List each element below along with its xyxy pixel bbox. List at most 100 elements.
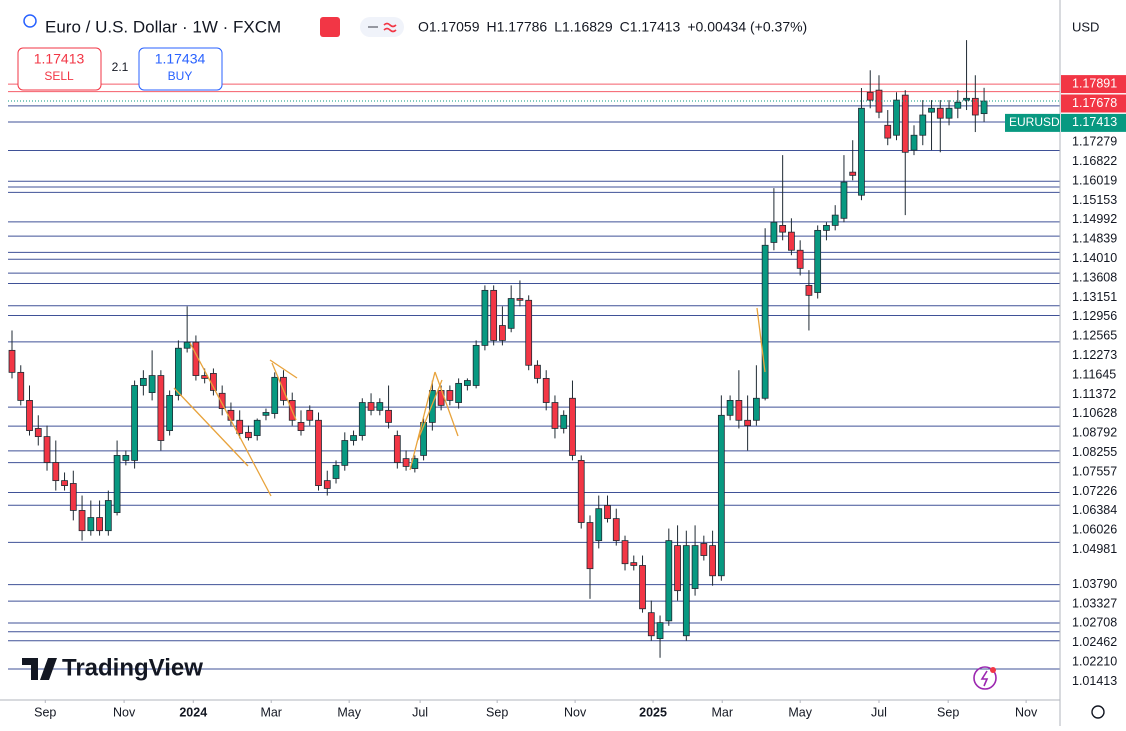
candle-body bbox=[901, 94, 909, 153]
candle-body bbox=[936, 107, 944, 119]
x-tick-label: Sep bbox=[34, 705, 56, 719]
y-tick-label: 1.01413 bbox=[1072, 674, 1117, 688]
legend-value: L1.16829 bbox=[554, 19, 613, 35]
x-tick-label: May bbox=[788, 705, 812, 719]
news-icon[interactable] bbox=[973, 666, 997, 690]
sell-label: SELL bbox=[44, 69, 74, 83]
candle-body bbox=[113, 455, 121, 513]
candle-body bbox=[507, 298, 515, 329]
candle-body bbox=[393, 435, 401, 463]
candle-body bbox=[735, 400, 743, 421]
y-tick-label: 1.17413 bbox=[1072, 115, 1117, 129]
candle-body bbox=[78, 510, 86, 532]
y-tick-label: 1.15153 bbox=[1072, 193, 1117, 207]
candle-body bbox=[464, 380, 471, 386]
y-tick-label: 1.17678 bbox=[1072, 96, 1117, 110]
news-icon-bolt bbox=[980, 670, 989, 687]
candle-body bbox=[709, 545, 716, 577]
y-tick-label: 1.04981 bbox=[1072, 542, 1117, 556]
candle-body bbox=[52, 462, 60, 482]
trend-line bbox=[189, 342, 272, 497]
candle-body bbox=[490, 289, 498, 341]
candle-body bbox=[534, 364, 541, 379]
y-tick-label: 1.16019 bbox=[1072, 173, 1117, 187]
candle-body bbox=[630, 562, 638, 566]
y-tick-label: 1.11372 bbox=[1072, 387, 1116, 401]
sell-button[interactable] bbox=[17, 47, 102, 91]
buy-label: BUY bbox=[168, 69, 193, 83]
y-tick-label: 1.02708 bbox=[1072, 616, 1117, 630]
ohlc-legend: O1.17059 H1.17786 L1.16829 C1.17413 +0.00434… bbox=[418, 19, 807, 35]
candle-body bbox=[682, 545, 690, 637]
trend-drawings bbox=[173, 307, 766, 497]
candle-body bbox=[595, 508, 603, 542]
candle-body bbox=[945, 107, 953, 119]
candle-body bbox=[612, 518, 620, 542]
compare-toggle[interactable] bbox=[360, 17, 404, 37]
candle-body bbox=[919, 114, 927, 136]
header-bg bbox=[8, 10, 868, 44]
y-tick-label: 1.13608 bbox=[1072, 270, 1117, 284]
candle-body bbox=[971, 97, 979, 116]
candle-body bbox=[402, 458, 410, 467]
candle-body bbox=[770, 221, 778, 243]
candle-body bbox=[69, 483, 77, 511]
candle-body bbox=[866, 91, 874, 101]
spread: 2.1 bbox=[112, 60, 129, 74]
y-tick-label: 1.17891 bbox=[1072, 76, 1117, 90]
x-tick-label: 2025 bbox=[639, 705, 667, 719]
candle-body bbox=[665, 540, 673, 622]
y-tick-label: 1.14010 bbox=[1072, 251, 1117, 265]
candle-body bbox=[525, 299, 533, 366]
alert-button[interactable] bbox=[320, 17, 340, 37]
candle-body bbox=[175, 347, 182, 396]
candle-body bbox=[385, 409, 392, 423]
settings-icon[interactable] bbox=[1091, 705, 1105, 719]
y-tick-label: 1.08792 bbox=[1072, 426, 1117, 440]
candle-body bbox=[849, 171, 857, 176]
candle-body bbox=[26, 400, 33, 431]
price-label-bg bbox=[1061, 94, 1126, 113]
y-tick-label: 1.03327 bbox=[1072, 596, 1117, 610]
y-tick-label: 1.14839 bbox=[1072, 232, 1117, 246]
candle-body bbox=[87, 517, 95, 532]
candle-body bbox=[910, 134, 918, 151]
price-label-bg bbox=[1061, 113, 1126, 132]
y-tick-label: 1.03790 bbox=[1072, 577, 1117, 591]
candle-body bbox=[131, 385, 138, 461]
trend-line bbox=[434, 371, 459, 437]
candle-body bbox=[323, 480, 331, 489]
buy-button[interactable] bbox=[138, 47, 223, 91]
y-tick-label: 1.13151 bbox=[1072, 290, 1117, 304]
candle-body bbox=[674, 545, 681, 592]
y-tick-label: 1.07226 bbox=[1072, 484, 1117, 498]
currency: USD bbox=[1072, 19, 1099, 34]
candle-body bbox=[726, 400, 734, 416]
candle-body bbox=[805, 284, 813, 296]
candle-body bbox=[420, 422, 427, 456]
plot-area bbox=[8, 40, 1060, 670]
buy-price: 1.17434 bbox=[155, 51, 206, 67]
candle-body bbox=[639, 565, 646, 610]
x-tick-label: Mar bbox=[711, 705, 733, 719]
candle-body bbox=[700, 543, 708, 556]
candle-body bbox=[157, 375, 165, 441]
candle-body bbox=[315, 419, 322, 486]
candle-body bbox=[262, 412, 270, 416]
legend-value: C1.17413 bbox=[620, 19, 681, 35]
x-tick-label: Sep bbox=[937, 705, 959, 719]
brand-name: TradingView bbox=[62, 654, 203, 681]
candle-body bbox=[8, 349, 16, 373]
y-tick-label: 1.14992 bbox=[1072, 212, 1117, 226]
y-tick-label: 1.02462 bbox=[1072, 635, 1117, 649]
x-tick-label: Nov bbox=[1015, 705, 1038, 719]
candle-body bbox=[954, 101, 962, 109]
candle-body bbox=[43, 436, 51, 463]
y-tick-label: 1.06384 bbox=[1072, 503, 1117, 517]
y-tick-label: 1.10628 bbox=[1072, 406, 1117, 420]
candle-body bbox=[647, 612, 655, 637]
candle-body bbox=[34, 428, 42, 438]
candle-body bbox=[753, 397, 760, 421]
candle-body bbox=[814, 229, 822, 293]
candle-body bbox=[437, 390, 445, 406]
